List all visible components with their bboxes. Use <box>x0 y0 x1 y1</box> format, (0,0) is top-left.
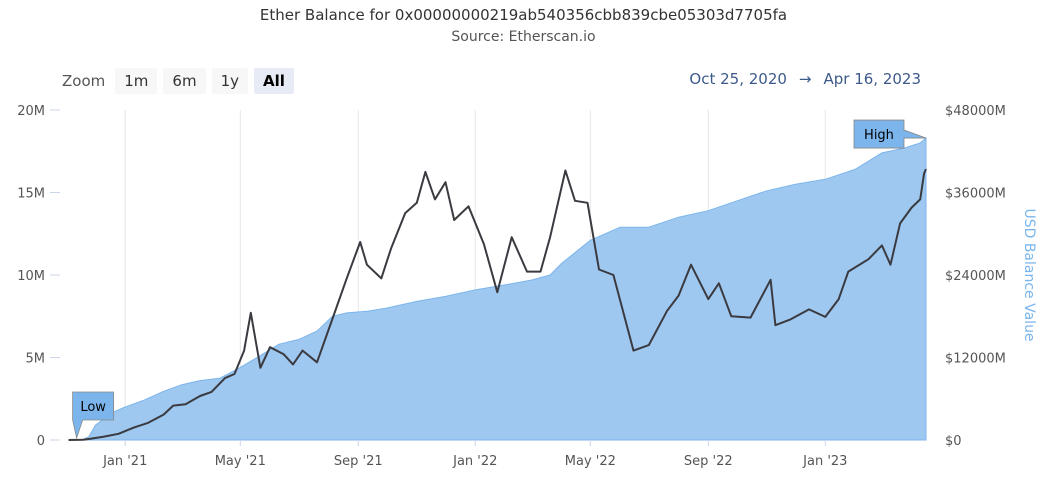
x-tick-label: Jan '21 <box>102 454 147 469</box>
flag-box <box>853 119 927 149</box>
flag-low: Low <box>72 391 115 440</box>
date-range: Oct 25, 2020 → Apr 16, 2023 <box>689 70 921 88</box>
left-tick-label: 15M <box>17 187 45 202</box>
x-tick-label: May '22 <box>565 454 616 469</box>
zoom-6m-button[interactable]: 6m <box>163 68 206 94</box>
flag-label: Low <box>80 400 106 415</box>
right-tick-label: $12000M <box>945 352 1006 367</box>
x-axis: Jan '21 May '21 Sep '21 Jan '22 May '22 Sep '… <box>102 440 847 469</box>
x-tick-label: Jan '23 <box>802 454 847 469</box>
flag-label: High <box>864 128 894 143</box>
zoom-controls: Zoom 1m 6m 1y All <box>62 68 294 94</box>
left-tick-label: 5M <box>26 352 46 367</box>
left-tick-label: 0 <box>37 434 45 449</box>
chart-subtitle: Source: Etherscan.io <box>451 29 596 45</box>
left-axis: 0 5M 10M 15M 20M <box>17 104 60 449</box>
flag-high: High <box>853 119 927 149</box>
x-tick-label: Jan '22 <box>452 454 497 469</box>
left-tick-label: 20M <box>17 104 45 119</box>
right-tick-label: $0 <box>945 434 962 449</box>
flags-layer: Low High <box>72 119 927 440</box>
zoom-all-button[interactable]: All <box>253 68 294 94</box>
right-axis-title: USD Balance Value <box>1021 208 1037 341</box>
range-from[interactable]: Oct 25, 2020 <box>689 70 787 88</box>
range-arrow: → <box>798 70 812 88</box>
right-tick-label: $48000M <box>945 104 1006 119</box>
chart-title: Ether Balance for 0x00000000219ab540356c… <box>259 6 788 24</box>
right-tick-label: $24000M <box>945 269 1006 284</box>
usd-balance-line <box>68 168 927 441</box>
x-tick-label: May '21 <box>215 454 266 469</box>
zoom-1y-button[interactable]: 1y <box>211 68 248 94</box>
range-to[interactable]: Apr 16, 2023 <box>823 70 921 88</box>
zoom-label: Zoom <box>62 72 106 90</box>
left-tick-label: 10M <box>17 269 45 284</box>
right-axis: $0 $12000M $24000M $36000M $48000M <box>945 104 1006 449</box>
x-tick-label: Sep '21 <box>334 454 383 469</box>
right-tick-label: $36000M <box>945 187 1006 202</box>
zoom-1m-button[interactable]: 1m <box>115 68 158 94</box>
x-tick-label: Sep '22 <box>684 454 733 469</box>
flag-box <box>72 391 115 440</box>
